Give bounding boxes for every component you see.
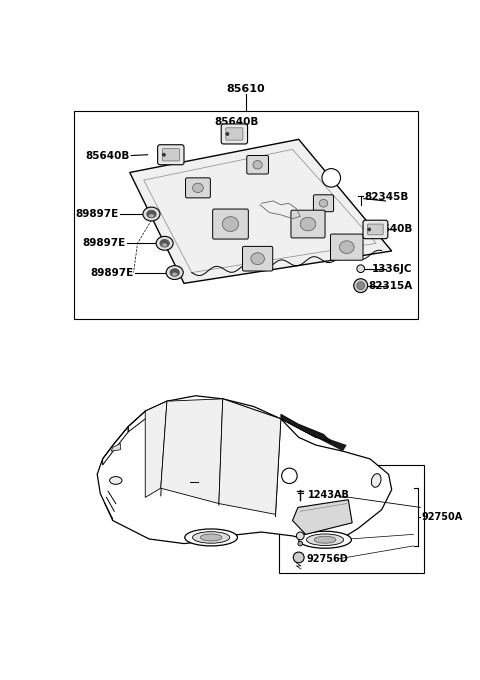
Polygon shape — [161, 399, 223, 504]
Ellipse shape — [160, 239, 169, 247]
Text: 1243AB: 1243AB — [308, 490, 350, 500]
Circle shape — [354, 279, 368, 292]
Polygon shape — [111, 443, 120, 452]
Circle shape — [357, 265, 365, 273]
Ellipse shape — [299, 531, 351, 548]
Circle shape — [296, 532, 304, 540]
Text: 85640B: 85640B — [85, 150, 130, 160]
Text: 89897E: 89897E — [83, 238, 126, 248]
Ellipse shape — [192, 183, 204, 192]
Ellipse shape — [109, 477, 122, 484]
Ellipse shape — [149, 214, 154, 218]
Ellipse shape — [166, 266, 183, 279]
Ellipse shape — [306, 534, 344, 545]
Polygon shape — [281, 414, 331, 442]
Text: 82315A: 82315A — [368, 281, 413, 290]
Polygon shape — [219, 399, 281, 514]
Polygon shape — [130, 139, 392, 284]
Text: a: a — [328, 173, 334, 183]
FancyBboxPatch shape — [213, 209, 248, 239]
Bar — [278, 465, 424, 573]
Polygon shape — [292, 500, 352, 534]
FancyBboxPatch shape — [226, 128, 243, 140]
Circle shape — [162, 153, 166, 156]
FancyBboxPatch shape — [368, 224, 383, 235]
Polygon shape — [316, 432, 347, 452]
Text: 92756D: 92756D — [306, 554, 348, 564]
Text: 85640B: 85640B — [215, 117, 259, 126]
Bar — [74, 111, 418, 319]
Ellipse shape — [372, 474, 381, 488]
Ellipse shape — [314, 537, 336, 543]
Text: 82345B: 82345B — [364, 192, 409, 202]
Circle shape — [226, 133, 229, 135]
Polygon shape — [97, 396, 392, 543]
Circle shape — [368, 228, 371, 231]
Ellipse shape — [170, 269, 180, 276]
FancyBboxPatch shape — [242, 246, 273, 271]
Ellipse shape — [172, 273, 177, 276]
FancyBboxPatch shape — [162, 149, 180, 161]
Ellipse shape — [339, 241, 354, 254]
Ellipse shape — [162, 243, 167, 247]
FancyBboxPatch shape — [221, 124, 248, 144]
Ellipse shape — [192, 532, 230, 543]
FancyBboxPatch shape — [291, 210, 325, 238]
Text: 92750A: 92750A — [422, 511, 463, 522]
Text: 18643P: 18643P — [308, 534, 349, 545]
Ellipse shape — [147, 210, 156, 218]
Circle shape — [282, 468, 297, 483]
Text: 85640B: 85640B — [368, 224, 413, 235]
Ellipse shape — [300, 218, 316, 231]
FancyBboxPatch shape — [330, 234, 363, 260]
FancyBboxPatch shape — [363, 220, 388, 239]
Text: a: a — [287, 471, 292, 480]
FancyBboxPatch shape — [186, 178, 210, 198]
Circle shape — [357, 282, 365, 290]
Ellipse shape — [251, 253, 264, 265]
Circle shape — [298, 541, 302, 546]
Ellipse shape — [253, 160, 262, 169]
Ellipse shape — [319, 199, 328, 207]
Text: 1336JC: 1336JC — [372, 264, 413, 274]
Circle shape — [322, 169, 340, 187]
FancyBboxPatch shape — [247, 156, 268, 174]
Polygon shape — [145, 401, 167, 497]
FancyBboxPatch shape — [157, 145, 184, 165]
Ellipse shape — [200, 534, 222, 541]
Ellipse shape — [143, 207, 160, 221]
Ellipse shape — [185, 529, 238, 546]
Ellipse shape — [222, 217, 239, 231]
Text: 85610: 85610 — [227, 84, 265, 95]
FancyBboxPatch shape — [313, 194, 334, 211]
Circle shape — [293, 552, 304, 563]
Text: 89897E: 89897E — [90, 267, 133, 277]
Text: 89897E: 89897E — [75, 209, 118, 219]
Ellipse shape — [156, 237, 173, 250]
